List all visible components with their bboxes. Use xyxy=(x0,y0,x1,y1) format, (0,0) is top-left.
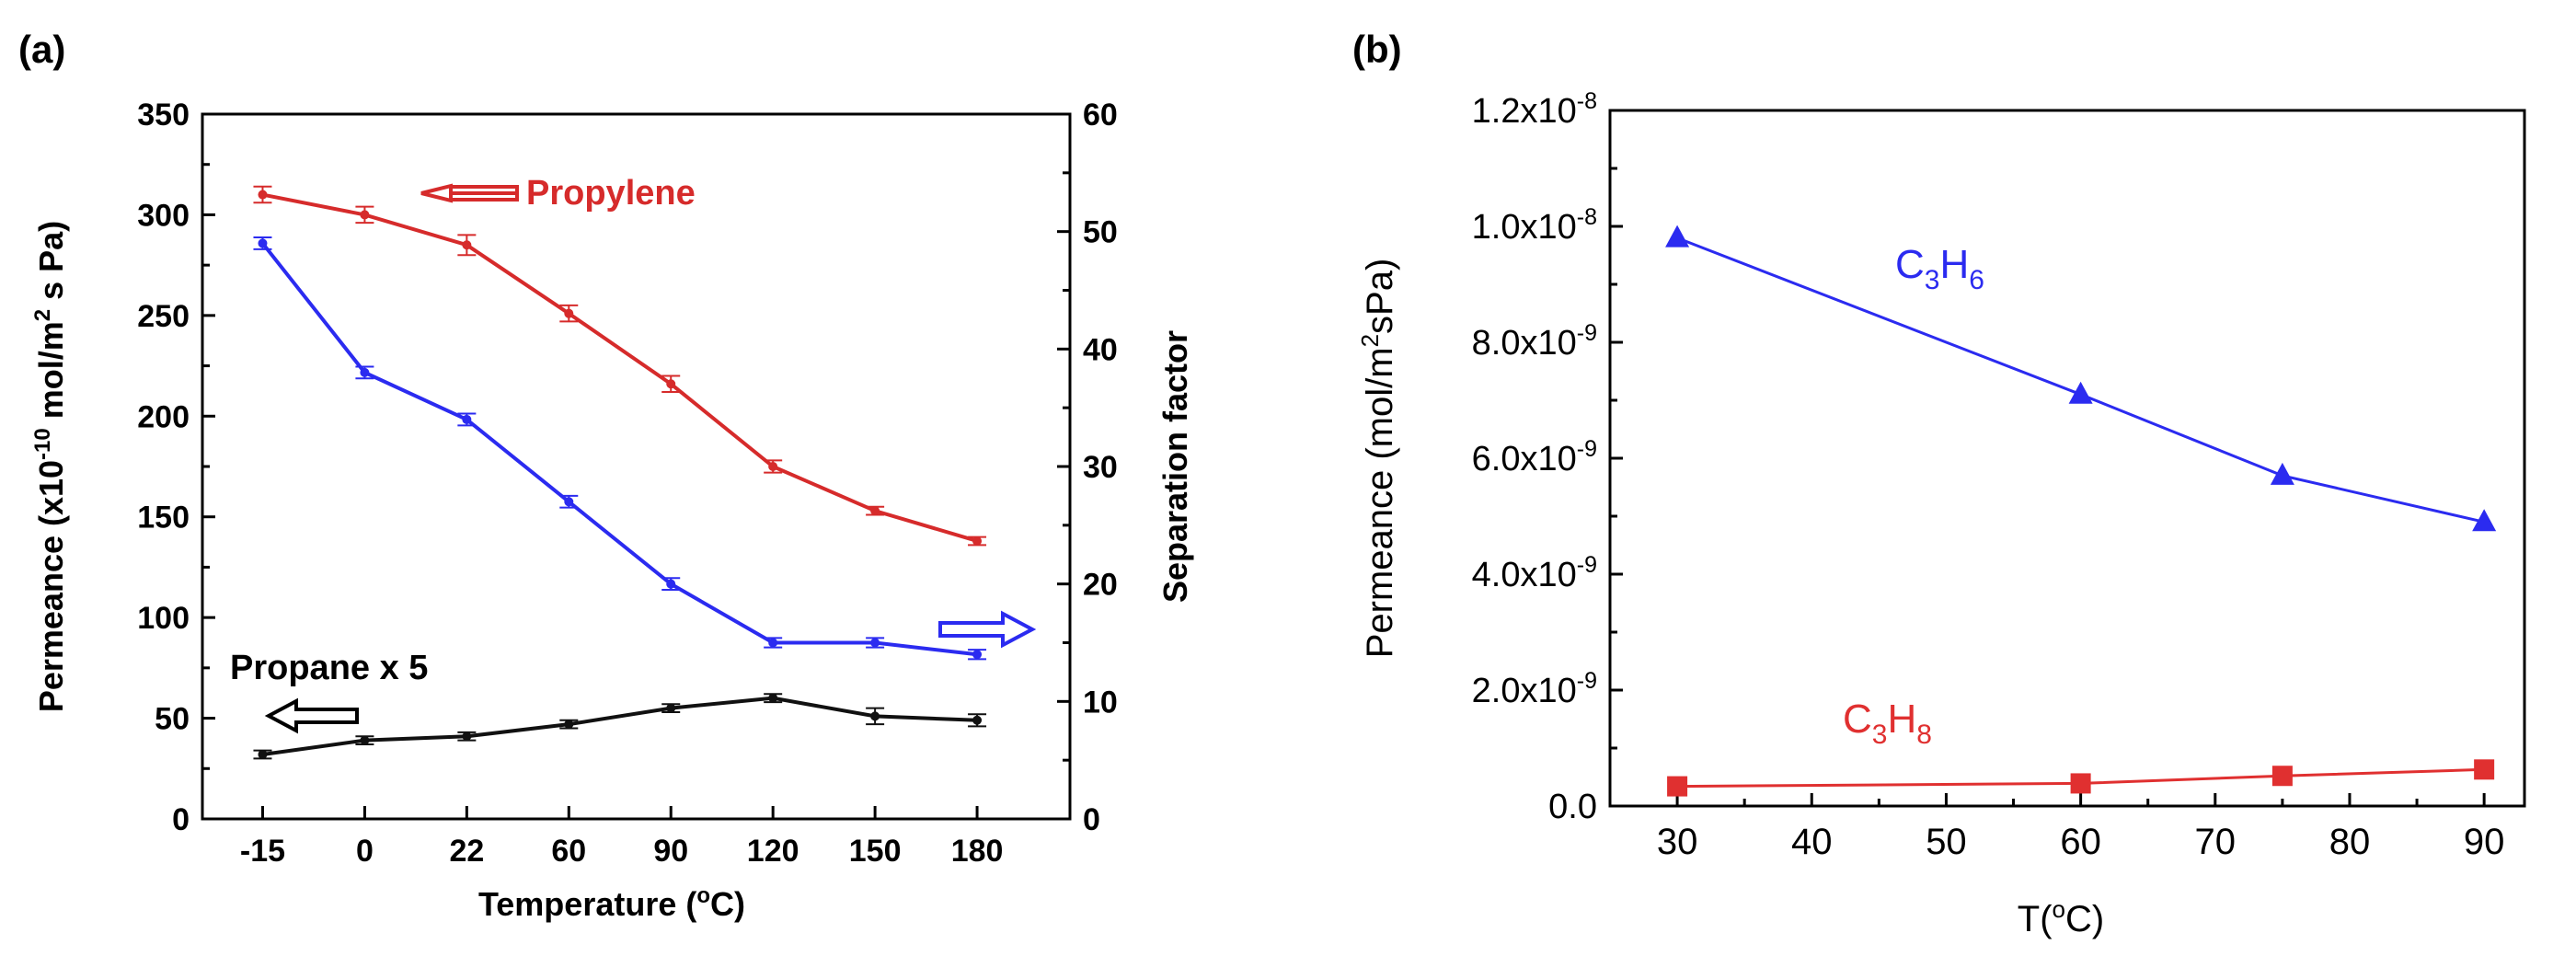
x-tick-label: 80 xyxy=(2329,822,2371,862)
square-marker xyxy=(2271,766,2293,787)
y-tick-label: 200 xyxy=(137,399,190,434)
y-tick-label: 0 xyxy=(172,802,190,837)
x-tick-label: 0 xyxy=(356,834,374,869)
x-tick-label: 60 xyxy=(551,834,586,869)
y-tick-label: 150 xyxy=(137,501,190,536)
data-point xyxy=(360,735,370,745)
square-marker xyxy=(1667,776,1688,797)
propane-arrow xyxy=(264,697,359,734)
y-tick-label: 300 xyxy=(137,198,190,233)
series-line xyxy=(260,242,978,657)
triangle-marker xyxy=(2472,509,2497,532)
separation-factor-arrow xyxy=(938,610,1037,649)
x-tick-label: 90 xyxy=(653,834,688,869)
x-tick-label: 22 xyxy=(449,834,484,869)
plot-b-frame xyxy=(1608,109,2526,808)
y-tick-label: 350 xyxy=(137,98,190,132)
plot-a-series xyxy=(253,185,987,760)
panel-b: (b) 0.0 2.0x10-9 4.0x10-9 6.0x10-9 8.0x10-9 1… xyxy=(1352,28,2526,939)
series-line xyxy=(1677,767,2485,789)
panel-b-label: (b) xyxy=(1352,28,1402,71)
data-point xyxy=(870,638,880,648)
y-tick-label: 100 xyxy=(137,601,190,636)
x-tick-label: 70 xyxy=(2195,822,2237,862)
data-point xyxy=(666,703,676,713)
plot-a-y2label: Separation factor xyxy=(1156,330,1194,603)
propylene-arrow xyxy=(420,183,519,203)
y2-tick-label: 20 xyxy=(1083,568,1118,603)
plot-b-xlabel: T(oC) xyxy=(2018,895,2104,939)
plot-b-series xyxy=(1665,225,2497,797)
x-tick-label: 40 xyxy=(1791,822,1833,862)
y2-tick-label: 10 xyxy=(1083,685,1118,720)
data-point xyxy=(972,715,983,725)
data-point xyxy=(972,536,983,546)
data-point xyxy=(666,579,676,589)
x-tick-label: 150 xyxy=(849,834,902,869)
y-tick-label: 2.0x10-9 xyxy=(1472,668,1597,710)
y-tick-label: 4.0x10-9 xyxy=(1472,552,1597,594)
triangle-marker xyxy=(1665,225,1690,248)
plot-a-axes: 0 50 100 150 200 250 300 350 0 10 20 30 40 50 60 -15 0 22… xyxy=(137,98,1118,869)
y2-tick-label: 50 xyxy=(1083,215,1118,250)
data-point xyxy=(768,693,778,703)
data-point xyxy=(666,379,676,389)
plot-a-xlabel: Temperature (oC) xyxy=(478,883,745,923)
data-point xyxy=(870,711,880,721)
series-line xyxy=(262,696,978,756)
plot-b-ylabel: Permeance (mol/m2sPa) xyxy=(1356,259,1400,659)
y2-tick-label: 60 xyxy=(1083,98,1118,132)
data-point xyxy=(462,240,472,250)
data-point xyxy=(360,210,370,220)
series-line xyxy=(262,192,978,543)
y-tick-label: 1.2x10-8 xyxy=(1472,88,1597,131)
c3h8-label: C3H8 xyxy=(1843,697,1932,750)
y-tick-label: 0.0 xyxy=(1548,788,1597,826)
data-point xyxy=(360,367,370,377)
data-point xyxy=(564,308,574,318)
data-point xyxy=(870,506,880,516)
y-tick-label: 1.0x10-8 xyxy=(1472,204,1597,247)
x-tick-label: -15 xyxy=(240,834,285,869)
data-point xyxy=(462,731,472,742)
data-point xyxy=(462,414,472,424)
propane-annotation: Propane x 5 xyxy=(230,649,428,687)
y2-tick-label: 0 xyxy=(1083,802,1100,837)
x-tick-label: 60 xyxy=(2060,822,2101,862)
c3h6-label: C3H6 xyxy=(1895,242,1984,295)
y-tick-label: 6.0x10-9 xyxy=(1472,436,1597,478)
plot-a-ylabel: Permeance (x10-10 mol/m2 s Pa) xyxy=(30,221,70,712)
triangle-marker xyxy=(2068,381,2093,404)
triangle-marker xyxy=(2270,462,2294,485)
panel-a-label: (a) xyxy=(18,28,65,71)
y2-tick-label: 30 xyxy=(1083,450,1118,485)
y2-tick-label: 40 xyxy=(1083,332,1118,367)
x-tick-label: 120 xyxy=(747,834,799,869)
x-tick-label: 180 xyxy=(951,834,1004,869)
panel-a: (a) 0 50 100 150 200 250 300 350 0 10 20 30 40 50 60 -1… xyxy=(18,28,1194,923)
data-point xyxy=(258,190,268,200)
y-tick-label: 250 xyxy=(137,299,190,334)
x-tick-label: 50 xyxy=(1926,822,1967,862)
square-marker xyxy=(2474,759,2495,780)
data-point xyxy=(768,638,778,648)
propylene-annotation: Propylene xyxy=(526,174,696,213)
square-marker xyxy=(2070,773,2091,794)
data-point xyxy=(564,497,574,507)
x-tick-label: 30 xyxy=(1657,822,1698,862)
data-point xyxy=(768,462,778,471)
data-point xyxy=(972,650,983,660)
data-point xyxy=(258,238,268,248)
data-point xyxy=(564,720,574,730)
data-point xyxy=(258,749,268,759)
plot-b-axes: 0.0 2.0x10-9 4.0x10-9 6.0x10-9 8.0x10-9 1.0x1… xyxy=(1472,88,2505,862)
y-tick-label: 50 xyxy=(155,702,190,737)
x-tick-label: 90 xyxy=(2464,822,2505,862)
y-tick-label: 8.0x10-9 xyxy=(1472,320,1597,363)
series-line xyxy=(1676,236,2485,524)
